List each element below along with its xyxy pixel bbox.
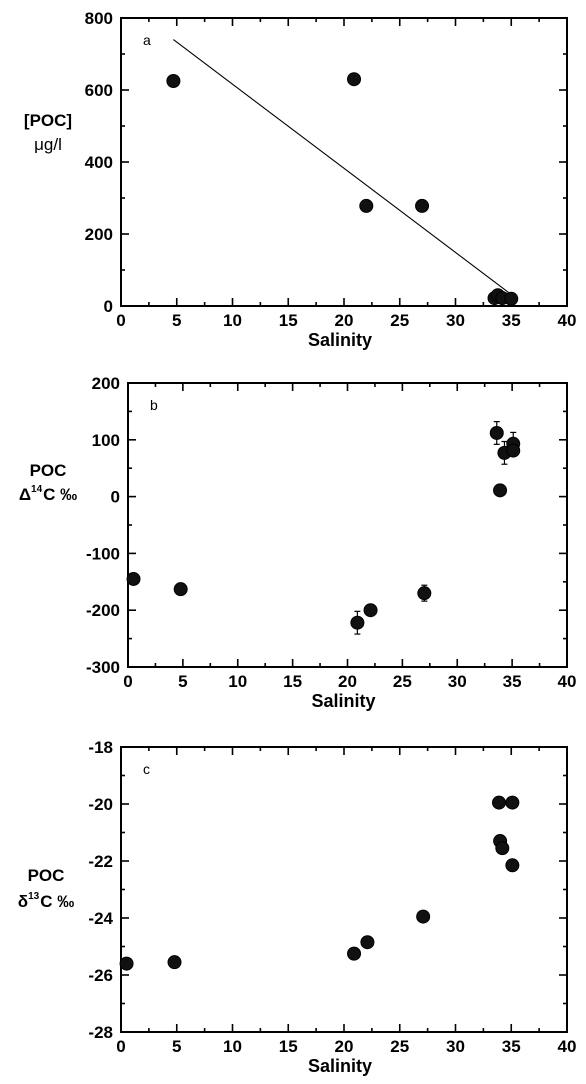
x-tick-label: 0 <box>123 672 132 691</box>
data-point <box>126 571 141 586</box>
x-tick-label: 20 <box>335 311 354 330</box>
data-point <box>350 615 365 630</box>
plot-frame <box>127 382 568 668</box>
y-axis-label-isotope: Δ14C ‰ <box>19 484 77 504</box>
y-tick-label: -18 <box>88 738 113 757</box>
x-axis-label: Salinity <box>311 691 375 711</box>
x-tick-label: 30 <box>448 672 467 691</box>
x-tick-label: 40 <box>558 672 577 691</box>
x-tick-label: 20 <box>335 1037 354 1056</box>
x-tick-label: 5 <box>172 311 181 330</box>
panel-a: 0 5 10 15 20 25 30 35 400200400600800aSalinity[P… <box>24 9 577 350</box>
y-axis-label-delta: Δ <box>19 485 31 504</box>
data-point <box>363 603 378 618</box>
y-tick-label: -26 <box>88 966 113 985</box>
y-axis-label-line: μg/l <box>34 135 62 154</box>
y-tick-label: 0 <box>111 488 120 507</box>
data-point <box>505 858 520 873</box>
plot-frame <box>120 746 568 1033</box>
data-point <box>167 955 182 970</box>
y-tick-label: 0 <box>104 297 113 316</box>
x-tick-label: 40 <box>558 311 577 330</box>
data-point <box>347 72 362 87</box>
y-tick-label: 600 <box>85 81 113 100</box>
x-tick-label: 25 <box>390 1037 409 1056</box>
x-axis-label: Salinity <box>308 330 372 350</box>
y-axis-label-rest: C ‰ <box>40 892 74 911</box>
y-axis-label-line: [POC] <box>24 111 72 130</box>
panel-c: 0 5 10 15 20 25 30 35 40 -28 -26 -24 -22 -20 -18 c Salin… <box>18 738 577 1076</box>
x-tick-label: 0 <box>116 311 125 330</box>
panel-letter: a <box>143 32 151 48</box>
x-tick-label: 35 <box>502 1037 521 1056</box>
y-tick-label: 200 <box>85 225 113 244</box>
data-point <box>505 795 520 810</box>
panel-letter: b <box>150 397 158 413</box>
x-tick-label: 35 <box>503 672 522 691</box>
y-tick-label: -100 <box>86 544 120 563</box>
data-point <box>166 74 181 88</box>
data-point <box>491 795 506 810</box>
y-tick-label: 200 <box>92 374 120 393</box>
y-tick-label: -200 <box>86 601 120 620</box>
y-tick-label: -24 <box>88 909 113 928</box>
x-tick-label: 30 <box>446 1037 465 1056</box>
y-axis-label-main: POC <box>30 461 67 480</box>
y-axis-label-rest: C ‰ <box>43 485 77 504</box>
data-point <box>506 443 521 458</box>
data-point <box>504 291 519 306</box>
x-tick-label: 40 <box>558 1037 577 1056</box>
y-axis-label-isotope: δ13C ‰ <box>18 891 74 911</box>
x-tick-label: 15 <box>279 1037 298 1056</box>
y-tick-label: -22 <box>88 852 113 871</box>
x-tick-label: 10 <box>223 311 242 330</box>
x-tick-label: 25 <box>393 672 412 691</box>
y-tick-label: -28 <box>88 1023 113 1042</box>
x-tick-label: 0 <box>116 1037 125 1056</box>
data-point <box>173 582 188 597</box>
data-point <box>360 935 375 950</box>
x-tick-label: 35 <box>502 311 521 330</box>
data-point <box>359 198 374 213</box>
y-tick-label: -300 <box>86 658 120 677</box>
data-point <box>347 946 362 961</box>
data-point <box>489 425 504 440</box>
y-axis-label-main: POC <box>28 866 65 885</box>
x-tick-label: 25 <box>390 311 409 330</box>
y-axis-label-superscript: 14 <box>31 484 43 495</box>
x-tick-label: 15 <box>283 672 302 691</box>
x-tick-label: 10 <box>223 1037 242 1056</box>
panel-letter: c <box>143 761 150 777</box>
regression-line <box>173 39 512 295</box>
data-point <box>495 841 510 856</box>
data-point <box>417 586 432 601</box>
y-axis-label-superscript: 13 <box>28 891 40 902</box>
y-axis-label-delta: δ <box>18 892 28 911</box>
x-tick-label: 30 <box>446 311 465 330</box>
x-tick-label: 15 <box>279 311 298 330</box>
x-tick-label: 10 <box>228 672 247 691</box>
y-tick-label: -20 <box>88 795 113 814</box>
x-tick-label: 5 <box>172 1037 181 1056</box>
plot-frame <box>120 17 568 307</box>
x-tick-label: 20 <box>338 672 357 691</box>
x-tick-label: 5 <box>178 672 187 691</box>
data-point <box>119 956 134 971</box>
y-tick-label: 400 <box>85 153 113 172</box>
x-axis-label: Salinity <box>308 1056 372 1076</box>
y-tick-label: 800 <box>85 9 113 28</box>
panel-b: 0 5 10 15 20 25 30 35 40 -300 -200 -100 0 100 200 b Sali… <box>19 374 577 711</box>
data-point <box>415 198 430 213</box>
data-point <box>493 483 508 498</box>
data-point <box>416 909 431 924</box>
y-tick-label: 100 <box>92 431 120 450</box>
